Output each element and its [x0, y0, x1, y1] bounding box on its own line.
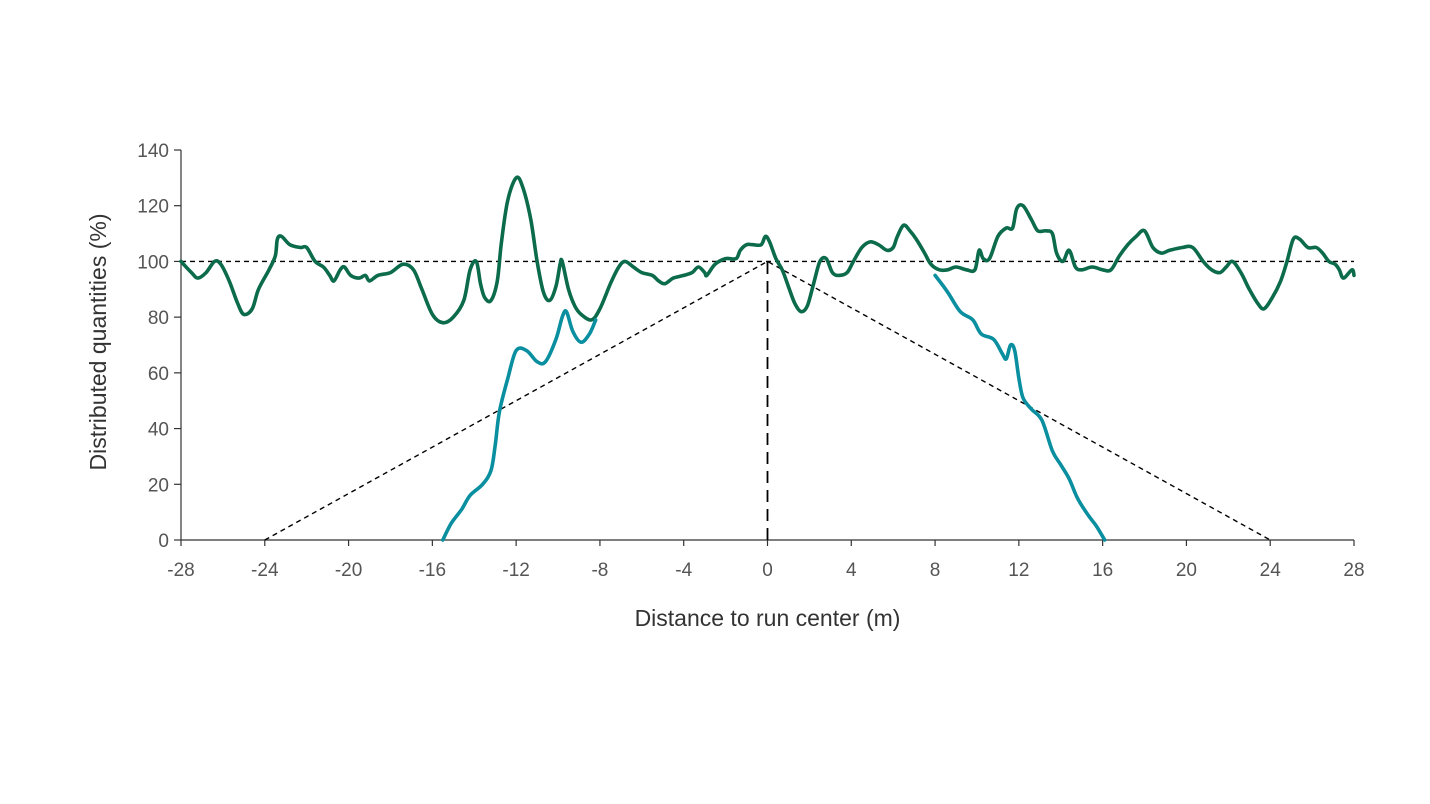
- y-tick-label: 120: [137, 197, 169, 218]
- x-tick-label: -8: [591, 560, 608, 581]
- x-axis-title: Distance to run center (m): [635, 605, 901, 631]
- x-tick-label: -12: [502, 560, 529, 581]
- x-tick-label: 8: [930, 560, 941, 581]
- x-tick-label: 4: [846, 560, 857, 581]
- x-tick-label: -20: [335, 560, 362, 581]
- x-tick-label: -28: [167, 560, 194, 581]
- x-tick-label: -24: [251, 560, 279, 581]
- y-tick-label: 100: [137, 252, 169, 273]
- series-line: [441, 309, 598, 542]
- series-line: [179, 175, 1356, 325]
- axes: -28 -24 -20 -16 -12 -8 -4 0 4 8 12 16 20 24 28 0 20 40 60 8…: [137, 141, 1364, 581]
- x-tick-label: 12: [1008, 560, 1029, 581]
- x-tick-label: 28: [1343, 560, 1364, 581]
- y-tick-label: 140: [137, 141, 169, 162]
- y-tick-label: 80: [148, 308, 169, 329]
- series-line: [264, 260, 1271, 541]
- y-tick-label: 20: [148, 475, 169, 496]
- series-line: [933, 273, 1107, 542]
- x-tick-label: 20: [1176, 560, 1197, 581]
- x-tick-label: -4: [675, 560, 692, 581]
- y-tick-label: 60: [148, 364, 169, 385]
- x-tick-label: 0: [762, 560, 773, 581]
- y-tick-label: 0: [158, 531, 169, 552]
- plot-area: [179, 175, 1356, 542]
- y-axis-title: Distributed quantities (%): [85, 214, 111, 471]
- x-tick-label: -16: [419, 560, 446, 581]
- y-tick-label: 40: [148, 420, 169, 441]
- x-tick-label: 24: [1260, 560, 1282, 581]
- x-tick-label: 16: [1092, 560, 1113, 581]
